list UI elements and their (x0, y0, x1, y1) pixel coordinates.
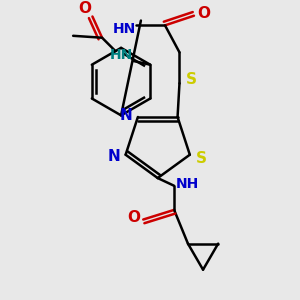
Text: O: O (127, 210, 140, 225)
Text: N: N (108, 149, 120, 164)
Text: O: O (78, 1, 91, 16)
Text: O: O (197, 6, 210, 21)
Text: HN: HN (110, 48, 133, 62)
Text: S: S (186, 72, 196, 87)
Text: S: S (196, 151, 207, 166)
Text: NH: NH (176, 177, 199, 191)
Text: HN: HN (113, 22, 136, 36)
Text: N: N (120, 108, 133, 123)
